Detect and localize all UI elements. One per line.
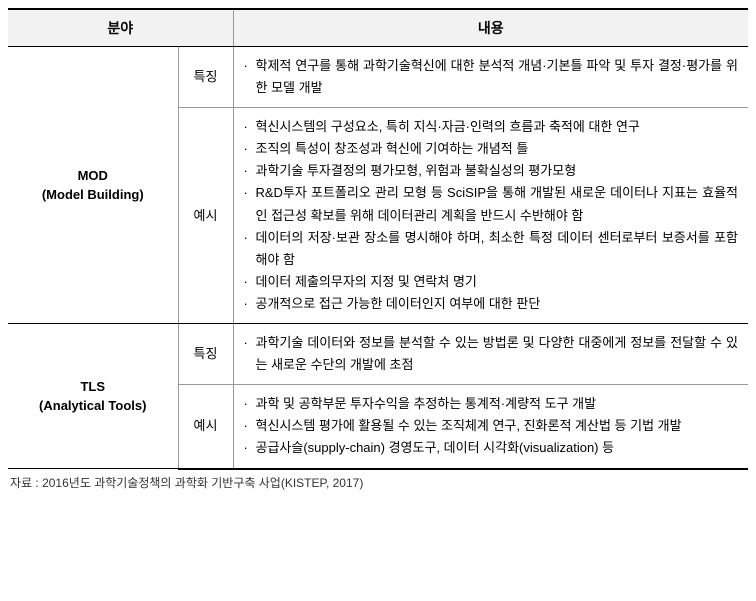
list-item: R&D투자 포트폴리오 관리 모형 등 SciSIP을 통해 개발된 새로운 데… bbox=[244, 182, 739, 226]
mod-example-label: 예시 bbox=[178, 108, 233, 324]
list-item: 데이터 제출의무자의 지정 및 연락처 명기 bbox=[244, 271, 739, 293]
tls-example-label: 예시 bbox=[178, 385, 233, 469]
list-item: 혁신시스템의 구성요소, 특히 지식·자금·인력의 흐름과 축적에 대한 연구 bbox=[244, 116, 739, 138]
list-item: 학제적 연구를 통해 과학기술혁신에 대한 분석적 개념·기본틀 파악 및 투자… bbox=[244, 55, 739, 99]
tls-category-cell: TLS (Analytical Tools) bbox=[8, 324, 178, 469]
tls-category-sub: (Analytical Tools) bbox=[39, 398, 146, 413]
tls-feature-content: 과학기술 데이터와 정보를 분석할 수 있는 방법론 및 다양한 대중에게 정보… bbox=[233, 324, 748, 385]
tls-example-list: 과학 및 공학부문 투자수익을 추정하는 통계적·계량적 도구 개발 혁신시스템… bbox=[244, 393, 739, 459]
list-item: 과학 및 공학부문 투자수익을 추정하는 통계적·계량적 도구 개발 bbox=[244, 393, 739, 415]
list-item: 조직의 특성이 창조성과 혁신에 기여하는 개념적 틀 bbox=[244, 138, 739, 160]
mod-feature-list: 학제적 연구를 통해 과학기술혁신에 대한 분석적 개념·기본틀 파악 및 투자… bbox=[244, 55, 739, 99]
mod-feature-row: MOD (Model Building) 특징 학제적 연구를 통해 과학기술혁… bbox=[8, 47, 748, 108]
list-item: 과학기술 데이터와 정보를 분석할 수 있는 방법론 및 다양한 대중에게 정보… bbox=[244, 332, 739, 376]
tls-feature-list: 과학기술 데이터와 정보를 분석할 수 있는 방법론 및 다양한 대중에게 정보… bbox=[244, 332, 739, 376]
mod-category-sub: (Model Building) bbox=[42, 187, 144, 202]
tls-example-content: 과학 및 공학부문 투자수익을 추정하는 통계적·계량적 도구 개발 혁신시스템… bbox=[233, 385, 748, 469]
content-table: 분야 내용 MOD (Model Building) 특징 학제적 연구를 통해… bbox=[8, 8, 748, 470]
tls-category-main: TLS bbox=[80, 379, 105, 394]
list-item: 공개적으로 접근 가능한 데이터인지 여부에 대한 판단 bbox=[244, 293, 739, 315]
mod-example-content: 혁신시스템의 구성요소, 특히 지식·자금·인력의 흐름과 축적에 대한 연구 … bbox=[233, 108, 748, 324]
source-note: 자료 : 2016년도 과학기술정책의 과학화 기반구축 사업(KISTEP, … bbox=[8, 470, 748, 495]
list-item: 과학기술 투자결정의 평가모형, 위험과 불확실성의 평가모형 bbox=[244, 160, 739, 182]
mod-example-list: 혁신시스템의 구성요소, 특히 지식·자금·인력의 흐름과 축적에 대한 연구 … bbox=[244, 116, 739, 315]
mod-feature-label: 특징 bbox=[178, 47, 233, 108]
mod-category-main: MOD bbox=[78, 168, 108, 183]
list-item: 데이터의 저장·보관 장소를 명시해야 하며, 최소한 특정 데이터 센터로부터… bbox=[244, 227, 739, 271]
tls-feature-row: TLS (Analytical Tools) 특징 과학기술 데이터와 정보를 … bbox=[8, 324, 748, 385]
header-field: 분야 bbox=[8, 9, 233, 47]
tls-feature-label: 특징 bbox=[178, 324, 233, 385]
mod-category-cell: MOD (Model Building) bbox=[8, 47, 178, 324]
list-item: 혁신시스템 평가에 활용될 수 있는 조직체계 연구, 진화론적 계산법 등 기… bbox=[244, 415, 739, 437]
header-row: 분야 내용 bbox=[8, 9, 748, 47]
list-item: 공급사슬(supply-chain) 경영도구, 데이터 시각화(visuali… bbox=[244, 437, 739, 459]
header-content: 내용 bbox=[233, 9, 748, 47]
mod-feature-content: 학제적 연구를 통해 과학기술혁신에 대한 분석적 개념·기본틀 파악 및 투자… bbox=[233, 47, 748, 108]
